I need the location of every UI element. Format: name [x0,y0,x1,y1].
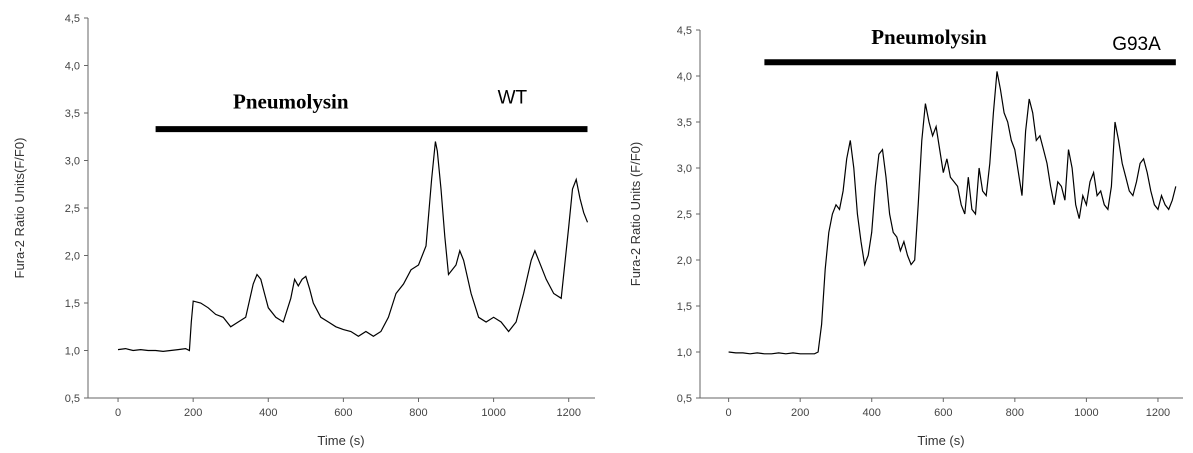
right-y-ticks: 0,5 1,0 1,5 2,0 2,5 3,0 3,5 4,0 4,5 [677,25,700,405]
right-y-tick-label: 0,5 [677,393,692,405]
right-y-tick-label: 4,5 [677,25,692,37]
left-y-tick-label: 4,5 [65,13,80,25]
left-y-tick-label: 3,5 [65,108,80,120]
right-y-tick-label: 3,5 [677,117,692,129]
left-x-tick-label: 800 [409,407,427,419]
left-x-tick-label: 1200 [556,407,580,419]
left-y-tick-label: 1,5 [65,298,80,310]
right-y-tick-label: 1,0 [677,347,692,359]
left-y-tick-label: 4,0 [65,61,80,73]
right-y-axis-title: Fura-2 Ratio Units (F/F0) [628,142,643,286]
left-y-ticks: 0,5 1,0 1,5 2,0 2,5 3,0 3,5 4,0 4,5 [65,13,88,405]
left-x-tick-label: 200 [184,407,202,419]
chart-right: 0 200 400 600 800 1000 1200 0,5 1,0 1,5 2,0 2,5 3,0… [628,25,1183,448]
right-y-tick-label: 1,5 [677,301,692,313]
right-x-tick-label: 0 [726,407,732,419]
left-x-ticks: 0 200 400 600 800 1000 1200 [115,398,581,419]
left-annotation-wt: WT [498,88,528,109]
left-trace [117,141,589,353]
left-x-tick-label: 0 [115,407,121,419]
left-y-tick-label: 2,5 [65,203,80,215]
left-y-axis-title: Fura-2 Ratio Units(F/F0) [12,138,27,279]
right-x-axis-title: Time (s) [917,433,964,448]
left-y-tick-label: 0,5 [65,393,80,405]
right-y-tick-label: 2,0 [677,255,692,267]
right-x-tick-label: 200 [791,407,809,419]
left-y-tick-label: 3,0 [65,156,80,168]
right-x-tick-label: 1000 [1074,407,1098,419]
right-x-tick-label: 1200 [1146,407,1170,419]
left-annotation-pneumolysin: Pneumolysin [233,89,349,113]
left-x-tick-label: 1000 [481,407,505,419]
left-x-tick-label: 400 [259,407,277,419]
right-annotation-pneumolysin: Pneumolysin [871,25,987,49]
right-x-tick-label: 600 [934,407,952,419]
right-y-tick-label: 3,0 [677,163,692,175]
right-annotation-g93a: G93A [1112,34,1161,55]
right-y-tick-label: 4,0 [677,71,692,83]
left-y-tick-label: 1,0 [65,346,80,358]
chart-left: 0 200 400 600 800 1000 1200 0,5 1,0 1,5 2,0 2,5 3,0… [12,13,595,448]
right-x-tick-label: 800 [1006,407,1024,419]
right-x-tick-label: 400 [863,407,881,419]
left-y-tick-label: 2,0 [65,251,80,263]
right-x-ticks: 0 200 400 600 800 1000 1200 [726,398,1170,419]
left-x-tick-label: 600 [334,407,352,419]
right-y-tick-label: 2,5 [677,209,692,221]
right-trace [728,71,1177,355]
left-x-axis-title: Time (s) [317,433,364,448]
